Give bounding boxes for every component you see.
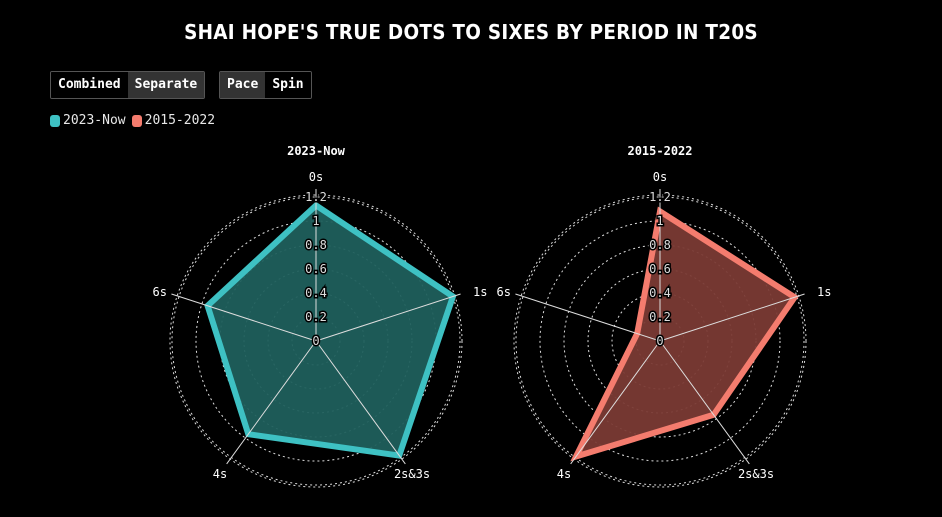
pace-button[interactable]: Pace [220,72,266,98]
radial-tick-label: 1 [312,214,319,228]
radial-tick-label: 1.2 [305,190,327,204]
axis-label: 4s [213,467,227,481]
axis-label: 6s [153,285,167,299]
legend-item-recent[interactable]: 2023-Now [50,113,126,128]
radial-tick-label: 0.4 [649,286,671,300]
spin-button[interactable]: Spin [265,72,311,98]
legend-label-recent: 2023-Now [63,113,126,128]
axis-label: 2s&3s [738,467,774,481]
radial-tick-label: 0.2 [649,310,671,324]
subplot-title: 2023-Now [287,144,346,158]
axis-label: 6s [497,285,511,299]
radar-chart-2: 0 0.2 0.4 0.6 0.8 1 1.2 0s 1s 2s&3s 4s 6s 2015-2022 [497,144,831,488]
grid-ring [171,196,461,486]
radial-tick-label: 0.6 [305,262,327,276]
separate-button[interactable]: Separate [127,72,205,98]
axis-label: 4s [557,467,571,481]
axis-label: 0s [309,170,323,184]
axis-spoke [171,293,317,342]
radial-tick-label: 0.2 [305,310,327,324]
legend-swatch-older [131,114,142,127]
radial-tick-label: 0.8 [649,238,671,252]
axis-label: 2s&3s [394,467,430,481]
radar-area-2015-2022 [570,206,799,462]
axis-spoke [515,293,661,342]
radial-tick-label: 0 [656,334,663,348]
grid-ring [515,196,805,486]
legend: 2023-Now 2015-2022 [50,113,221,128]
radial-tick-label: 0 [312,334,319,348]
radial-tick-label: 1 [656,214,663,228]
legend-swatch-recent [50,114,60,127]
radial-tick-label: 1.2 [649,190,671,204]
chart-title: Shai Hope's True Dots to Sixes by Period… [184,20,758,44]
axis-spoke [315,340,406,465]
radial-tick-label: 0.6 [649,262,671,276]
axis-label: 1s [817,285,831,299]
grid-ring-outer [169,194,463,488]
subplot-title: 2015-2022 [627,144,692,158]
radial-tick-label: 0.8 [305,238,327,252]
legend-label-older: 2015-2022 [144,113,216,128]
legend-item-older[interactable]: 2015-2022 [131,113,216,128]
axis-spoke [659,293,805,342]
axis-spoke [315,293,461,342]
combined-button[interactable]: Combined [51,72,128,98]
axis-spoke [659,340,750,465]
axis-label: 0s [653,170,667,184]
axis-spoke [226,340,317,465]
view-toggle: Combined Separate [50,71,206,99]
bowler-type-toggle: Pace Spin [219,71,312,99]
radar-chart-1: 0 0.2 0.4 0.6 0.8 1 1.2 0s 1s 2s&3s 4s 6s 2023-Now [153,144,487,488]
axis-spoke [570,340,661,465]
grid-ring-outer [513,194,807,488]
radial-tick-label: 0.4 [305,286,327,300]
axis-label: 1s [473,285,487,299]
radar-area-2023-Now [204,201,457,459]
